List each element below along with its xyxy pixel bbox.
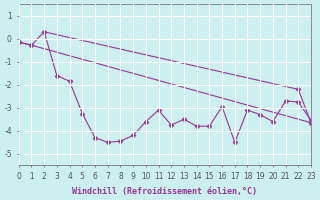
- X-axis label: Windchill (Refroidissement éolien,°C): Windchill (Refroidissement éolien,°C): [72, 187, 257, 196]
